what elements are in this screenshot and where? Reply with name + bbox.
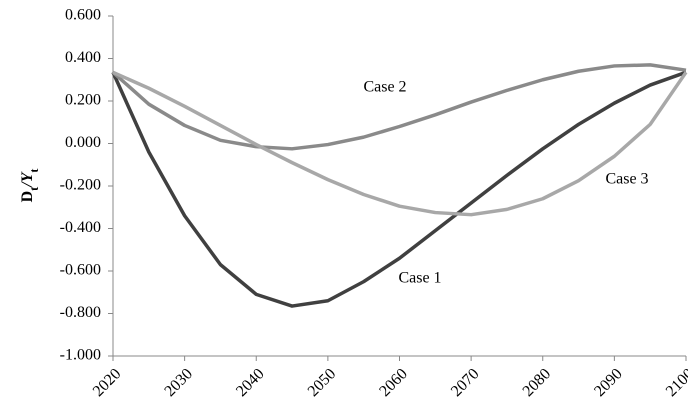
data-line	[111, 63, 687, 151]
x-tick-label: 2050	[305, 365, 340, 400]
series-label: Case 2	[363, 79, 406, 96]
series-label: Case 3	[605, 171, 648, 188]
x-tick-label: 2100	[663, 365, 688, 400]
y-tick-label: -1.000	[60, 347, 101, 364]
x-tick-label: 2090	[591, 365, 626, 400]
series-label: Case 1	[398, 270, 441, 287]
y-tick-label: -0.200	[60, 177, 101, 194]
x-tick-label: 2030	[161, 365, 196, 400]
data-line	[111, 70, 687, 308]
x-tick-label: 2070	[448, 365, 483, 400]
y-axis-label-part: t	[27, 169, 41, 173]
x-tick-label: 2080	[520, 365, 555, 400]
x-tick-label: 2020	[90, 365, 125, 400]
data-line	[112, 70, 688, 217]
y-tick-label: 0.000	[65, 134, 101, 151]
y-axis-label: Dt/Yt	[19, 169, 41, 203]
y-tick-label: 0.600	[65, 7, 101, 24]
y-tick-label: -0.400	[60, 219, 101, 236]
y-axis-label-part: t	[27, 187, 41, 191]
y-axis-label-part: /Y	[19, 171, 36, 187]
x-tick-label: 2060	[376, 365, 411, 400]
y-axis-label-part: D	[19, 191, 36, 203]
y-tick-label: -0.800	[60, 304, 101, 321]
x-tick-label: 2040	[233, 365, 268, 400]
y-tick-label: 0.200	[65, 92, 101, 109]
y-tick-label: 0.400	[65, 49, 101, 66]
y-tick-label: -0.600	[60, 262, 101, 279]
